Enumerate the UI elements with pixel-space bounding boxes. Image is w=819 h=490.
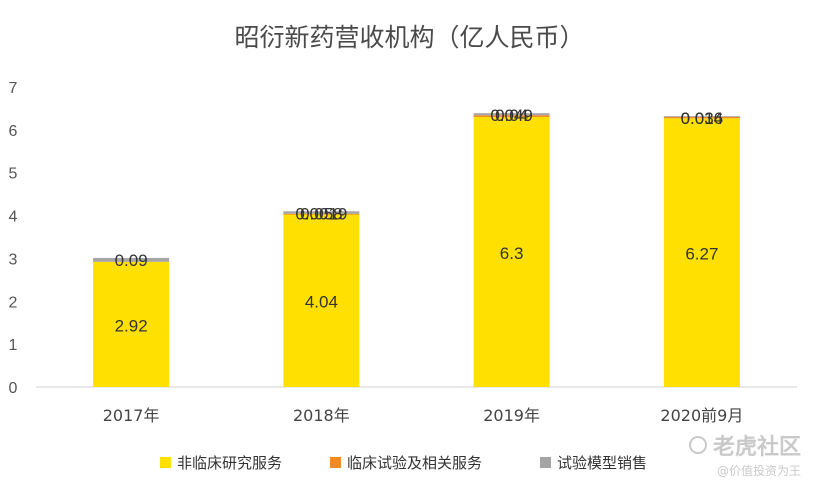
x-tick-label: 2020前9月 (660, 406, 743, 425)
bar-segment-series1 (283, 213, 360, 387)
tiger-logo-icon (688, 436, 707, 454)
y-tick-label: 2 (9, 294, 18, 311)
legend-swatch (330, 457, 341, 468)
watermark-brand: 老虎社区 (688, 429, 801, 461)
legend-swatch (540, 457, 551, 468)
watermark-brand-text: 老虎社区 (712, 435, 801, 460)
bar-segment-series1 (93, 261, 170, 387)
bar-segment-series2 (663, 116, 740, 119)
data-label: 0.0019 (295, 204, 347, 223)
y-tick-label: 4 (9, 209, 18, 226)
legend-label: 临床试验及相关服务 (347, 454, 483, 472)
data-label: 4.04 (305, 292, 338, 311)
data-label: 0.049 (490, 106, 533, 125)
legend-label: 非临床研究服务 (177, 454, 283, 472)
bar-segment-series2 (473, 115, 550, 117)
bar-segment-series3 (473, 113, 550, 116)
data-label: 0.09 (115, 251, 148, 270)
x-tick-label: 2019年 (483, 406, 540, 425)
legend-item-clinical: 临床试验及相关服务 (330, 452, 482, 473)
x-tick-label: 2017年 (103, 406, 160, 425)
bar-segment-series1 (473, 117, 550, 387)
bar-segment-series3 (93, 258, 170, 262)
data-label: 6.3 (500, 244, 524, 263)
data-label: 0.058 (300, 204, 343, 223)
data-label: 0.034 (681, 109, 724, 128)
bar-segment-series1 (663, 118, 740, 388)
bar-segment-series3 (663, 116, 740, 117)
y-tick-label: 0 (9, 380, 18, 397)
data-label: 2.92 (115, 316, 148, 335)
legend-swatch (160, 457, 171, 468)
bar-segment-series2 (283, 213, 360, 215)
y-tick-label: 5 (9, 166, 18, 183)
legend-label: 试验模型销售 (557, 454, 648, 472)
legend-item-model-sales: 试验模型销售 (540, 452, 647, 473)
data-label: 6.27 (685, 245, 718, 264)
bar-segment-series3 (283, 211, 360, 214)
chart-title: 昭衍新药营收机构（亿人民币） (234, 23, 585, 52)
y-tick-label: 7 (9, 80, 18, 97)
legend: 非临床研究服务 临床试验及相关服务 试验模型销售 (0, 452, 819, 476)
watermark-handle: @价值投资为王 (716, 464, 801, 478)
y-tick-label: 6 (9, 123, 18, 140)
x-tick-label: 2018年 (293, 406, 350, 425)
data-label: 0.016 (681, 109, 724, 128)
y-tick-label: 3 (9, 251, 18, 268)
y-tick-label: 1 (9, 337, 18, 354)
legend-item-nonclinical: 非临床研究服务 (160, 452, 282, 473)
data-label: 0.04 (495, 106, 528, 125)
